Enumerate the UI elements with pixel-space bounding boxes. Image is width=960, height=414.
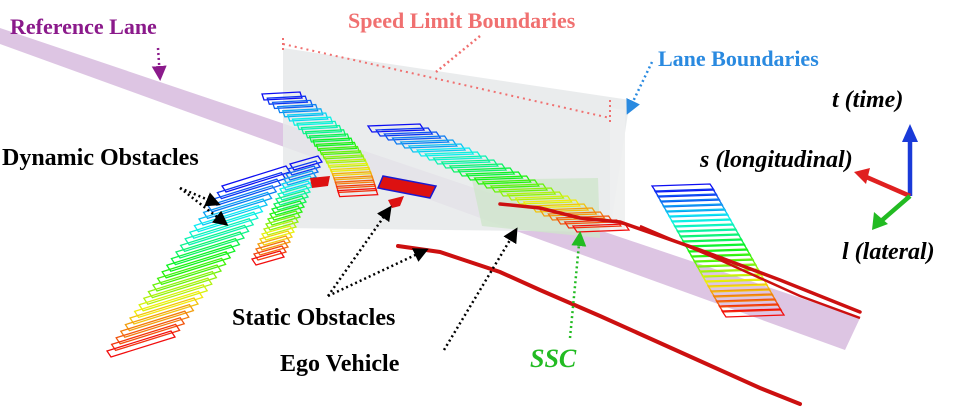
lane-boundaries-label: Lane Boundaries	[658, 46, 819, 71]
trajectory-outline	[105, 330, 177, 358]
ssc-label: SSC	[530, 344, 577, 373]
trajectory-outline	[416, 147, 475, 157]
trajectory-outline	[506, 191, 565, 201]
trajectory-outline	[318, 145, 361, 156]
static-obstacle-shape-3	[388, 196, 404, 208]
dynamic-obstacle-stack-center	[366, 123, 631, 233]
trajectory-outline	[473, 175, 532, 185]
trajectory-outline	[440, 159, 499, 169]
trajectory-outline	[539, 207, 598, 217]
static-obstacle-box-1	[376, 175, 438, 199]
trajectory-outline	[276, 103, 319, 114]
dynamic-obstacle-stack-left	[105, 165, 292, 358]
trajectory-outline	[323, 154, 366, 164]
trajectory-outline	[304, 129, 347, 139]
trajectory-outline	[530, 203, 590, 213]
speed-limit-pointer	[435, 35, 481, 73]
reference-lane-label: Reference Lane	[10, 14, 157, 39]
speed-limit-boundaries-label: Speed Limit Boundaries	[348, 8, 576, 33]
dynamic-pointer-1	[179, 187, 229, 226]
trajectory-outline	[547, 211, 606, 221]
dynamic-pointer-2	[179, 186, 221, 207]
trajectory-outline	[424, 151, 483, 161]
trajectory-outline	[465, 171, 524, 181]
trajectory-outline	[266, 95, 309, 105]
static-obstacle-shape-2	[310, 176, 330, 188]
reference-lane-pointer	[151, 47, 167, 81]
trajectory-outline	[375, 127, 434, 137]
trajectory-outline	[720, 308, 786, 318]
trajectory-outline	[571, 223, 631, 233]
speed-limit-dotted-line	[282, 43, 611, 119]
trajectory-outline	[432, 155, 491, 165]
trajectory-outline	[250, 250, 286, 266]
trajectory-outline	[366, 123, 426, 133]
ego-vehicle-path	[396, 244, 802, 406]
lane-boundary-red-line-right	[639, 224, 861, 320]
dynamic-obstacles-label: Dynamic Obstacles	[2, 145, 199, 171]
static-obstacles-label: Static Obstacles	[232, 305, 396, 331]
trajectory-outline	[336, 187, 379, 198]
s-axis-label: s (longitudinal)	[700, 147, 853, 173]
trajectory-outline	[321, 150, 364, 160]
ego-vehicle-label: Ego Vehicle	[280, 351, 400, 377]
l-axis-label: l (lateral)	[842, 239, 935, 265]
trajectory-outline	[391, 135, 450, 145]
t-axis-label: t (time)	[832, 87, 904, 113]
trajectory-outline	[514, 195, 573, 205]
l-axis-arrow	[878, 194, 912, 224]
trajectory-outline	[315, 141, 358, 152]
trajectory-outline	[407, 143, 467, 153]
trajectory-outline	[281, 108, 324, 118]
trajectory-outline	[498, 187, 557, 197]
trajectory-outline	[300, 124, 343, 135]
trajectory-outline	[312, 137, 354, 147]
trajectory-outline	[261, 91, 303, 101]
trajectory-outline	[457, 167, 516, 177]
lane-boundary-plane	[610, 108, 625, 232]
static-pointer-2	[327, 248, 429, 298]
trajectory-outline	[481, 179, 540, 189]
trajectory-outline	[291, 116, 334, 126]
trajectory-outline	[286, 112, 329, 122]
ego-pointer	[442, 227, 518, 351]
trajectory-outline	[448, 163, 508, 173]
s-axis-arrow	[863, 173, 911, 199]
trajectory-outline	[489, 183, 549, 193]
lane-boundary-red-line	[498, 202, 862, 314]
trajectory-outline	[308, 133, 351, 143]
trajectory-outline	[296, 120, 338, 131]
trajectory-outline	[383, 131, 442, 141]
dynamic-obstacle-stack-curved	[261, 91, 379, 198]
trajectory-outline	[271, 99, 314, 110]
lane-boundary-pointer	[626, 61, 654, 115]
trajectory-outline	[399, 139, 458, 149]
